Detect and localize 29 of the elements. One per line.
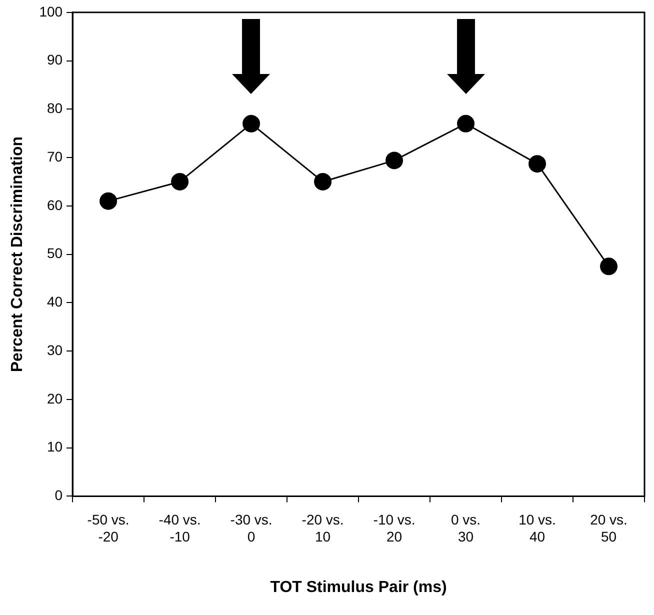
x-tick-label: -20 vs. 10 — [302, 511, 344, 544]
y-tick-label: 30 — [46, 342, 63, 358]
y-axis-title: Percent Correct Discrimination — [9, 136, 26, 372]
y-tick-label: 40 — [46, 294, 63, 310]
point — [528, 155, 546, 173]
x-tick-label: -10 vs. 20 — [373, 511, 416, 544]
point — [100, 192, 118, 210]
point — [386, 152, 404, 170]
x-tick-label: -30 vs. 0 — [230, 511, 272, 544]
point — [600, 258, 618, 276]
point — [242, 114, 260, 132]
y-tick-label: 0 — [54, 487, 63, 504]
y-tick-label: 80 — [46, 100, 63, 116]
x-tick-label: -50 vs. -20 — [87, 511, 130, 544]
y-tick-label: 100 — [39, 3, 63, 20]
y-tick-label: 10 — [46, 438, 63, 455]
point — [171, 172, 189, 190]
y-tick-label: 20 — [46, 390, 63, 406]
y-tick-label: 70 — [46, 148, 63, 164]
y-tick-label: 90 — [46, 52, 63, 68]
x-axis-title: TOT Stimulus Pair (ms) — [270, 578, 447, 596]
point — [457, 114, 475, 132]
x-tick-label: 0 vs. 30 — [450, 511, 481, 544]
y-tick-label: 60 — [46, 196, 63, 213]
x-tick-label: -40 vs. -10 — [158, 511, 201, 544]
y-tick-label: 50 — [46, 245, 63, 262]
point — [314, 172, 332, 190]
x-tick-label: 10 vs. 40 — [518, 511, 556, 544]
x-tick-label: 20 vs. 50 — [590, 511, 628, 544]
